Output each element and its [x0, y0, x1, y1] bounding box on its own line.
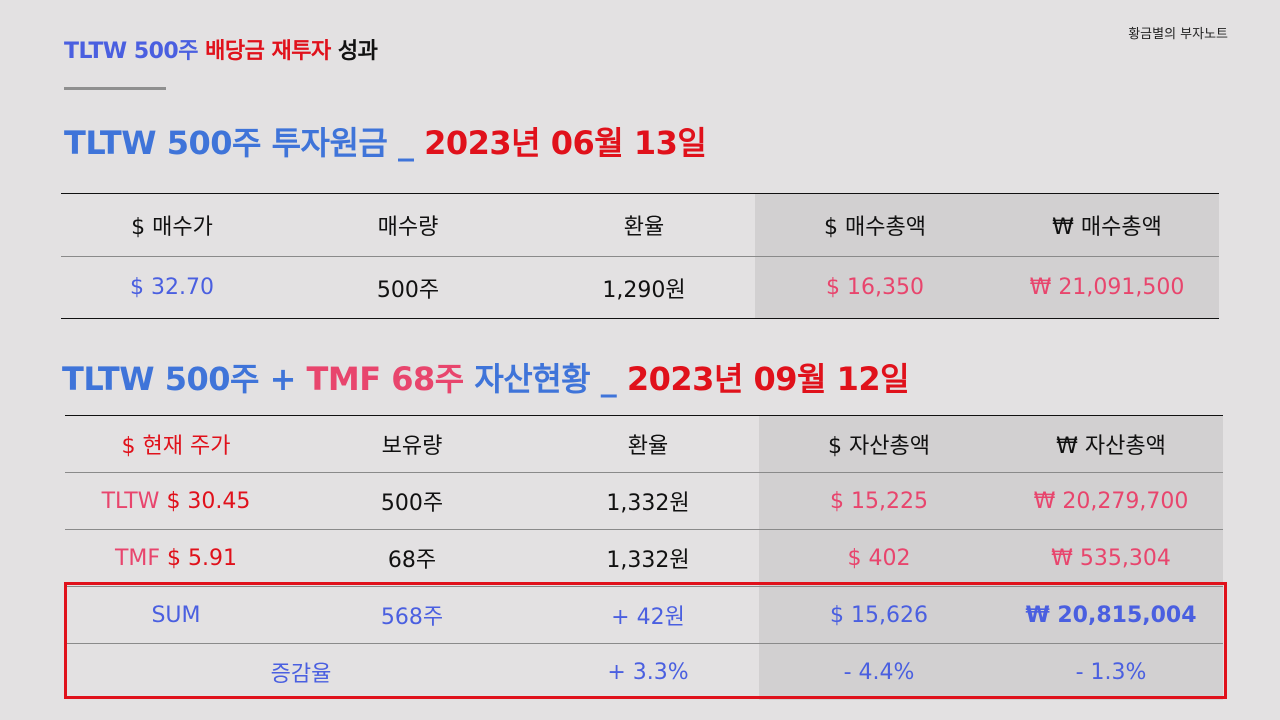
cell-krw-total: ₩ 21,091,500	[995, 256, 1219, 319]
section2-heading-date: 2023년 09월 12일	[626, 360, 910, 398]
price-value: $ 30.45	[166, 488, 251, 514]
col-header-krw-assets: ₩ 자산총액	[999, 415, 1223, 473]
title-divider	[64, 87, 166, 90]
cell-krw-assets: ₩ 20,279,700	[999, 472, 1223, 530]
asset-status-table: $ 현재 주가 보유량 환율 $ 자산총액 ₩ 자산총액 TLTW $ 30.4…	[65, 415, 1223, 700]
sum-qty: 568주	[287, 586, 537, 644]
col-header-krw-total: ₩ 매수총액	[995, 193, 1219, 257]
investment-principal-table: $ 매수가 매수량 환율 $ 매수총액 ₩ 매수총액 $ 32.70 500주 …	[61, 193, 1219, 319]
section2-heading-part-1: TLTW 500주 +	[62, 360, 307, 398]
cell-qty: 68주	[287, 529, 537, 587]
col-header-holding-qty: 보유량	[381, 434, 443, 459]
cell-usd-assets: $ 402	[759, 529, 999, 587]
price-value: $ 5.91	[167, 545, 238, 571]
section1-heading-date: 2023년 06월 13일	[424, 124, 707, 162]
table-row: TLTW $ 30.45 500주 1,332원 $ 15,225 ₩ 20,2…	[65, 472, 1223, 530]
page-title: TLTW 500주 배당금 재투자 성과	[64, 33, 378, 65]
sum-fx: + 42원	[537, 586, 759, 644]
title-part-1: TLTW 500주	[64, 39, 206, 64]
rate-krw: - 1.3%	[999, 643, 1223, 700]
title-part-3: 성과	[330, 39, 378, 64]
cell-usd-assets: $ 15,225	[759, 472, 999, 530]
section2-heading: TLTW 500주 + TMF 68주 자산현황 _ 2023년 09월 12일	[62, 354, 910, 400]
col-header-usd-total: $ 매수총액	[755, 193, 995, 257]
section2-heading-part-3: 자산현황 _	[463, 360, 627, 398]
col-header-buy-qty: 매수량	[377, 215, 439, 240]
col-header-fx: 환율	[623, 215, 665, 240]
section1-heading-part-1: TLTW 500주 투자원금 _	[64, 124, 425, 162]
brand-label: 황금별의 부자노트	[1128, 27, 1228, 42]
rate-fx: + 3.3%	[537, 643, 759, 700]
cell-buy-qty: 500주	[283, 256, 533, 319]
cell-fx: 1,332원	[537, 529, 759, 587]
sum-krw: ₩ 20,815,004	[999, 586, 1223, 644]
col-header-fx: 환율	[627, 434, 669, 459]
cell-usd-total: $ 16,350	[755, 256, 995, 319]
table-header-row: $ 현재 주가 보유량 환율 $ 자산총액 ₩ 자산총액	[65, 415, 1223, 473]
title-part-2: 배당금 재투자	[205, 39, 331, 64]
table-header-row: $ 매수가 매수량 환율 $ 매수총액 ₩ 매수총액	[61, 193, 1219, 257]
col-header-buy-price: $ 매수가	[131, 215, 213, 240]
section1-heading: TLTW 500주 투자원금 _ 2023년 06월 13일	[64, 118, 707, 164]
ticker-label: TMF	[114, 545, 168, 571]
cell-krw-assets: ₩ 535,304	[999, 529, 1223, 587]
table-row: $ 32.70 500주 1,290원 $ 16,350 ₩ 21,091,50…	[61, 256, 1219, 319]
rate-usd: - 4.4%	[759, 643, 999, 700]
sum-label: SUM	[65, 586, 287, 644]
sum-usd: $ 15,626	[759, 586, 999, 644]
cell-buy-price: $ 32.70	[61, 256, 283, 319]
sum-row: SUM 568주 + 42원 $ 15,626 ₩ 20,815,004	[65, 586, 1223, 644]
col-header-usd-assets: $ 자산총액	[759, 415, 999, 473]
ticker-label: TLTW	[101, 488, 167, 514]
rate-row: 증감율 + 3.3% - 4.4% - 1.3%	[65, 643, 1223, 700]
cell-ticker-price: TMF $ 5.91	[65, 529, 287, 587]
col-header-current-price: $ 현재 주가	[121, 434, 231, 459]
section2-heading-part-2: TMF 68주	[306, 360, 465, 398]
table-row: TMF $ 5.91 68주 1,332원 $ 402 ₩ 535,304	[65, 529, 1223, 587]
rate-label: 증감율	[65, 643, 537, 700]
cell-fx: 1,290원	[533, 256, 755, 319]
cell-qty: 500주	[287, 472, 537, 530]
cell-ticker-price: TLTW $ 30.45	[65, 472, 287, 530]
cell-fx: 1,332원	[537, 472, 759, 530]
